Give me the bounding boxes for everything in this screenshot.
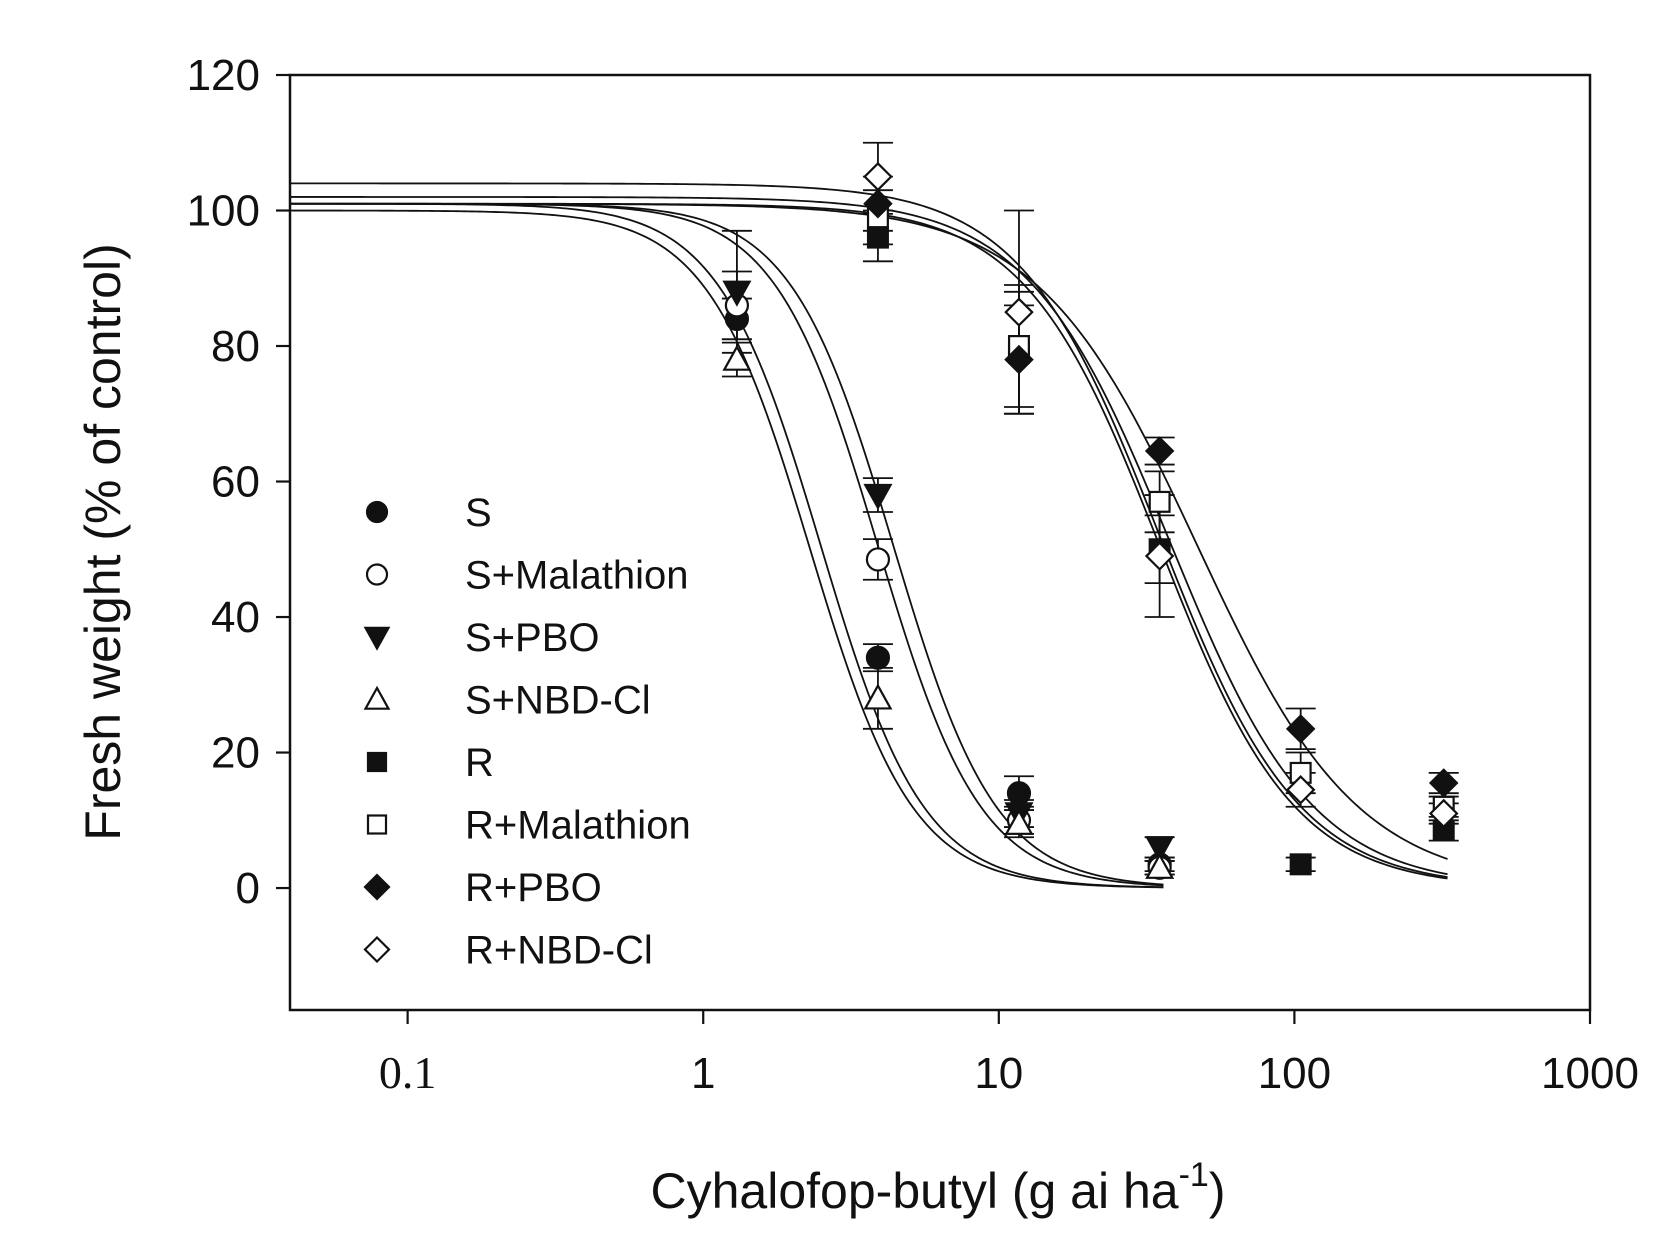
legend-marker-s — [365, 500, 389, 524]
x-tick-label: 1 — [691, 1049, 715, 1098]
x-axis-title-superscript: -1 — [1179, 1156, 1209, 1194]
legend-label: S+PBO — [465, 616, 600, 660]
legend-marker-s-pbo — [363, 626, 391, 651]
data-markers — [722, 161, 1459, 880]
legend-item-r-pbo: R+PBO — [363, 866, 602, 910]
legend-item-r-nbd-cl: R+NBD-Cl — [363, 929, 653, 973]
fit-curve-r — [290, 202, 1448, 880]
legend-item-r: R — [366, 741, 494, 785]
data-point-r-pbo — [1144, 436, 1175, 466]
data-point-r-pbo — [863, 188, 893, 219]
fit-curve-r-pbo — [290, 202, 1448, 860]
legend-label: S+NBD-Cl — [465, 679, 651, 723]
x-axis-ticks: 0.1 1 10 100 1000 — [379, 1010, 1639, 1098]
data-point-s-pbo — [863, 483, 893, 510]
y-axis-title: Fresh weight (% of control) — [75, 243, 131, 840]
y-axis-ticks: 0 20 40 60 80 100 120 — [187, 51, 290, 913]
x-tick-label: 100 — [1258, 1049, 1331, 1098]
data-point-r-pbo — [1428, 768, 1459, 798]
legend-label: S — [465, 491, 492, 535]
legend-item-r-malathion: R+Malathion — [366, 804, 691, 848]
data-point-r — [866, 226, 889, 249]
data-point-r-pbo — [1004, 344, 1034, 375]
data-point-r-nbd-cl — [1428, 798, 1459, 829]
legend: S S+Malathion S+PBO S+NBD-Cl R R+Malathion R+P… — [363, 491, 691, 973]
legend-label: R+Malathion — [465, 804, 691, 848]
legend-item-s-nbd-cl: S+NBD-Cl — [363, 679, 651, 723]
data-point-s-malathion — [865, 547, 891, 572]
fit-curve-r-nbd-cl — [290, 182, 1448, 878]
data-point-s-nbd-cl — [722, 344, 752, 371]
y-tick-label: 40 — [211, 593, 260, 642]
data-point-r-nbd-cl — [1004, 297, 1034, 327]
legend-label: R — [465, 741, 494, 785]
legend-marker-s-malathion — [365, 563, 389, 586]
data-point-s-pbo — [722, 280, 752, 307]
data-point-r-nbd-cl — [1144, 541, 1175, 571]
x-axis-title: Cyhalofop-butyl (g ai ha-1) — [651, 1156, 1226, 1219]
y-tick-label: 100 — [187, 187, 260, 236]
data-point-r-pbo — [1285, 714, 1316, 744]
legend-marker-r-nbd-cl — [363, 935, 391, 964]
y-tick-label: 0 — [236, 864, 260, 913]
y-tick-label: 20 — [211, 729, 260, 778]
legend-marker-s-nbd-cl — [363, 685, 391, 710]
x-axis-title-main: Cyhalofop-butyl (g ai ha — [651, 1163, 1179, 1219]
fit-curve-r-malathion — [290, 196, 1448, 876]
plot-area-frame — [288, 73, 1592, 1012]
y-tick-label: 80 — [211, 322, 260, 371]
data-point-r-malathion — [1148, 490, 1171, 513]
data-point-s — [865, 645, 891, 670]
legend-marker-r-malathion — [366, 814, 388, 835]
legend-item-s: S — [365, 491, 492, 535]
data-point-s-nbd-cl — [863, 683, 893, 710]
data-point-r — [1289, 853, 1312, 876]
data-point-r-nbd-cl — [1285, 775, 1316, 805]
data-point-s-nbd-cl — [1145, 852, 1175, 879]
data-point-s-pbo — [1145, 836, 1175, 863]
legend-label: S+Malathion — [465, 554, 688, 598]
x-tick-label: 1000 — [1541, 1049, 1639, 1098]
error-bars — [721, 141, 1459, 876]
legend-item-s-malathion: S+Malathion — [365, 554, 688, 598]
legend-item-s-pbo: S+PBO — [363, 616, 600, 660]
legend-label: R+NBD-Cl — [465, 929, 653, 973]
y-tick-label: 120 — [187, 51, 260, 100]
data-point-r-nbd-cl — [863, 161, 893, 192]
x-tick-label: 10 — [974, 1049, 1023, 1098]
x-tick-label: 0.1 — [379, 1047, 437, 1098]
data-point-s — [1006, 781, 1032, 806]
x-axis-title-suffix: ) — [1209, 1163, 1226, 1219]
fit-curves — [289, 182, 1448, 889]
legend-label: R+PBO — [465, 866, 602, 910]
legend-marker-r-pbo — [363, 873, 391, 901]
y-tick-label: 60 — [211, 458, 260, 507]
data-point-s-nbd-cl — [1004, 808, 1034, 835]
legend-marker-r — [366, 751, 388, 773]
